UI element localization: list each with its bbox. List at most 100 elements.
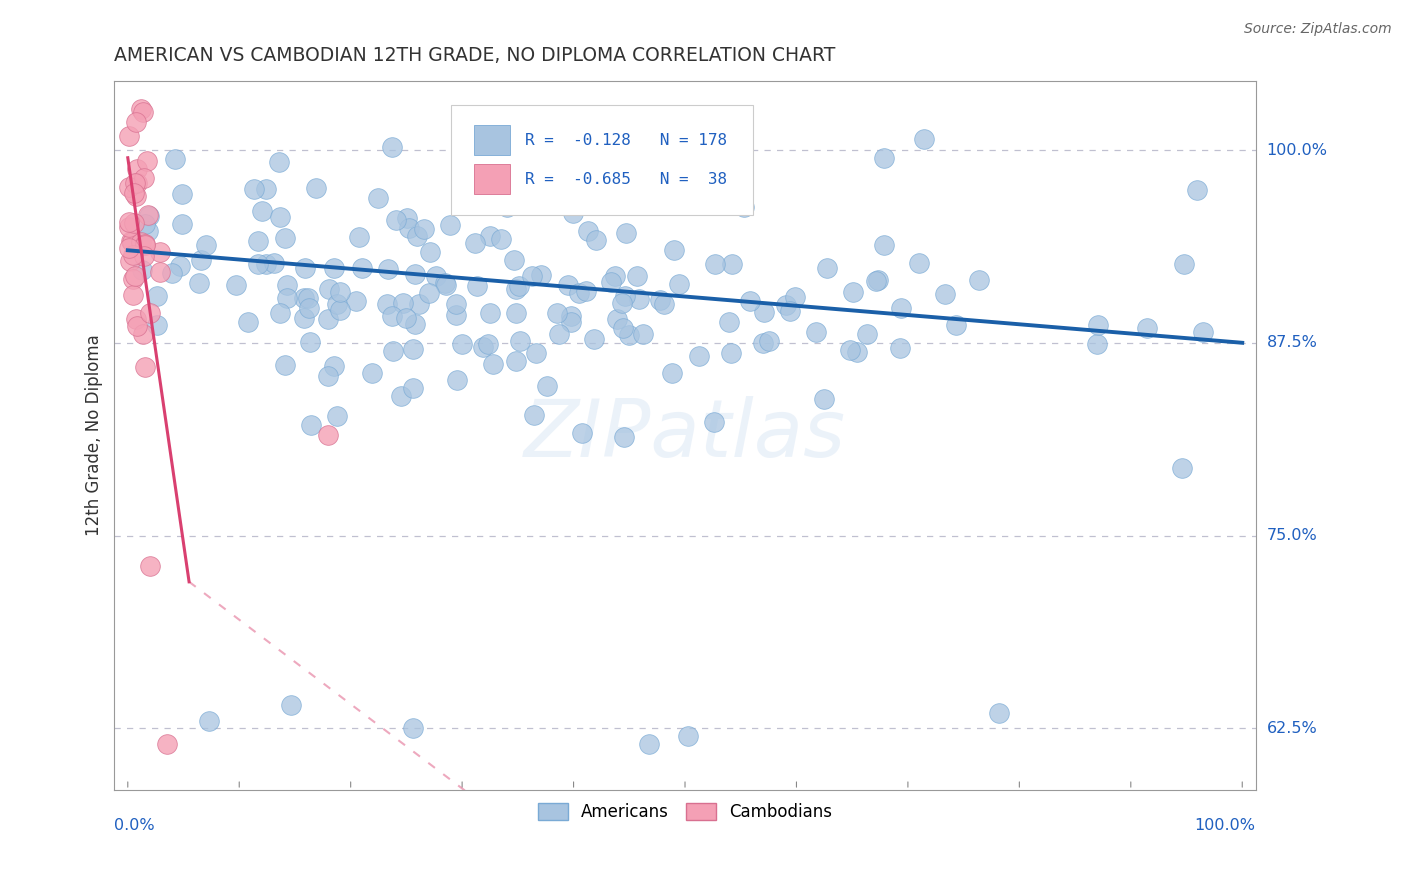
Point [134, 237, 156, 252]
Point [194, 238, 217, 252]
Point [969, 273, 991, 287]
Point [367, 191, 389, 205]
Point [464, 235, 486, 250]
Point [125, 161, 148, 176]
Point [633, 327, 655, 342]
Point [612, 321, 634, 335]
Point [381, 139, 404, 153]
Point [276, 277, 298, 292]
Point [125, 176, 148, 190]
Point [139, 306, 162, 320]
Text: 100.0%: 100.0% [1195, 818, 1256, 833]
Point [505, 305, 527, 319]
FancyBboxPatch shape [451, 105, 754, 216]
Point [299, 417, 322, 432]
Point [129, 102, 152, 116]
Y-axis label: 12th Grade, No Diploma: 12th Grade, No Diploma [86, 334, 103, 536]
Point [648, 293, 671, 307]
Point [347, 230, 370, 244]
Text: R =  -0.128   N = 178: R = -0.128 N = 178 [526, 133, 727, 148]
Point [118, 220, 141, 235]
Point [560, 309, 582, 323]
Point [522, 269, 544, 284]
Point [125, 318, 148, 333]
Point [124, 216, 146, 230]
FancyBboxPatch shape [474, 126, 510, 155]
Point [661, 366, 683, 380]
Point [478, 306, 501, 320]
Point [865, 274, 887, 288]
Point [267, 155, 290, 169]
Point [806, 326, 828, 340]
Point [377, 261, 399, 276]
Point [254, 257, 277, 271]
Point [1085, 337, 1108, 351]
Point [576, 224, 599, 238]
Point [603, 268, 626, 283]
Point [606, 312, 628, 326]
Point [626, 269, 648, 284]
Point [450, 337, 472, 351]
Point [505, 282, 527, 296]
Point [134, 359, 156, 374]
Point [477, 337, 499, 351]
Point [169, 259, 191, 273]
Point [274, 358, 297, 372]
Point [1136, 321, 1159, 335]
Point [138, 209, 160, 223]
Point [529, 268, 551, 282]
Point [269, 210, 291, 224]
Point [509, 334, 531, 348]
Point [815, 261, 838, 276]
Point [1185, 184, 1208, 198]
Point [318, 428, 340, 442]
Text: R =  -0.685   N =  38: R = -0.685 N = 38 [526, 172, 727, 186]
Point [292, 311, 315, 326]
Point [472, 340, 495, 354]
Point [124, 177, 146, 191]
Point [122, 288, 145, 302]
Point [460, 190, 482, 204]
Point [198, 714, 221, 728]
Point [396, 211, 419, 226]
Point [132, 170, 155, 185]
Point [600, 275, 623, 289]
Point [136, 153, 159, 168]
Point [170, 217, 193, 231]
Point [170, 187, 193, 202]
Point [385, 212, 408, 227]
Point [505, 354, 527, 368]
Point [1087, 318, 1109, 332]
Point [585, 233, 607, 247]
Point [120, 235, 142, 249]
Point [934, 287, 956, 301]
Point [242, 181, 264, 195]
Text: AMERICAN VS CAMBODIAN 12TH GRADE, NO DIPLOMA CORRELATION CHART: AMERICAN VS CAMBODIAN 12TH GRADE, NO DIP… [114, 46, 835, 65]
Point [425, 269, 447, 284]
Point [446, 308, 468, 322]
Point [560, 315, 582, 329]
Point [1171, 461, 1194, 475]
Point [117, 241, 139, 255]
Point [381, 343, 404, 358]
Point [273, 231, 295, 245]
Point [890, 301, 912, 315]
Point [738, 293, 761, 308]
Point [391, 296, 413, 310]
Point [139, 559, 162, 574]
Point [779, 303, 801, 318]
Point [329, 285, 352, 299]
Point [907, 256, 929, 270]
Point [297, 291, 319, 305]
Point [326, 297, 349, 311]
FancyBboxPatch shape [474, 164, 510, 194]
Point [785, 290, 807, 304]
Point [129, 235, 152, 250]
Point [118, 180, 141, 194]
Point [269, 306, 291, 320]
Point [571, 426, 593, 441]
Point [752, 336, 775, 351]
Point [247, 234, 270, 248]
Point [557, 278, 579, 293]
Point [246, 257, 269, 271]
